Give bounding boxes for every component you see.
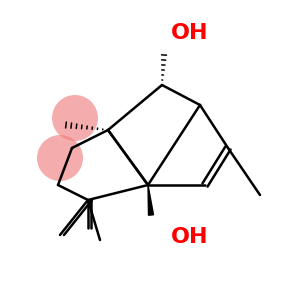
Circle shape — [37, 135, 83, 181]
Text: OH: OH — [171, 23, 209, 43]
Circle shape — [52, 95, 98, 141]
Text: OH: OH — [171, 227, 209, 247]
Polygon shape — [148, 185, 154, 215]
